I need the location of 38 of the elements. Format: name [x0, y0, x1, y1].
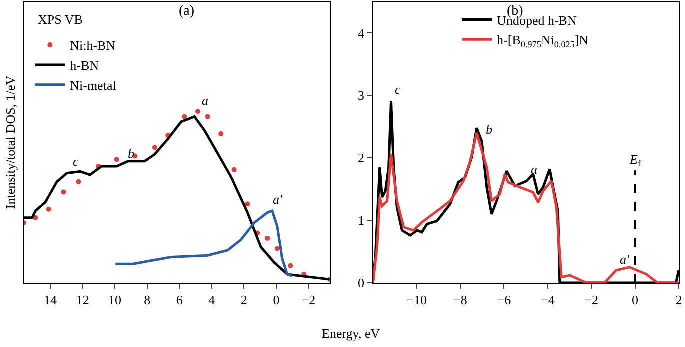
ref-line-label: E$_{f}$	[629, 152, 642, 169]
y-axis-title: Intensity/total DOS, 1/eV	[2, 75, 18, 210]
x-tick-label: −2	[584, 292, 599, 308]
x-tick-label: 0	[273, 292, 280, 308]
x-tick-label: 8	[144, 292, 151, 308]
x-tick-label: −10	[406, 292, 427, 308]
legend-label: h-[B$_{0.975}$Ni$_{0.025}$]N	[497, 32, 590, 50]
x-tick-label: 2	[240, 292, 248, 308]
annotation: a'	[620, 252, 630, 267]
annotation: a'	[273, 192, 282, 207]
y-tick-label: 4	[358, 26, 366, 41]
x-tick-label: 12	[76, 292, 90, 308]
x-tick-label: 14	[44, 292, 58, 308]
legend-label: h-BN	[70, 58, 100, 74]
x-tick-label: −2	[302, 292, 316, 308]
text: XPS VB	[38, 12, 84, 27]
annotation: a	[202, 93, 209, 108]
y-tick-label: 1	[358, 213, 365, 228]
annotation: b	[486, 122, 493, 137]
y-tick-label: 2	[358, 150, 365, 166]
legend-label: Ni-metal	[70, 78, 117, 93]
annotation: c	[73, 154, 79, 169]
annotation: a	[531, 162, 538, 177]
x-tick-label: 2	[676, 292, 682, 308]
y-tick-label: 3	[358, 88, 365, 104]
x-tick-label: −4	[540, 292, 556, 308]
x-tick-label: 10	[108, 292, 122, 308]
x-tick-label: −8	[454, 292, 468, 308]
x-axis-title: Energy, eV	[322, 326, 381, 341]
x-tick-label: 4	[208, 292, 216, 308]
chart-title: (a)	[179, 4, 195, 19]
x-tick-label: 6	[176, 292, 184, 308]
y-tick-label: 0	[358, 276, 365, 291]
annotation: b	[128, 146, 135, 161]
annotation: c	[395, 82, 401, 97]
x-tick-label: 0	[632, 292, 639, 308]
legend-label: Ni:h-BN	[70, 38, 116, 54]
x-tick-label: −6	[497, 292, 512, 308]
